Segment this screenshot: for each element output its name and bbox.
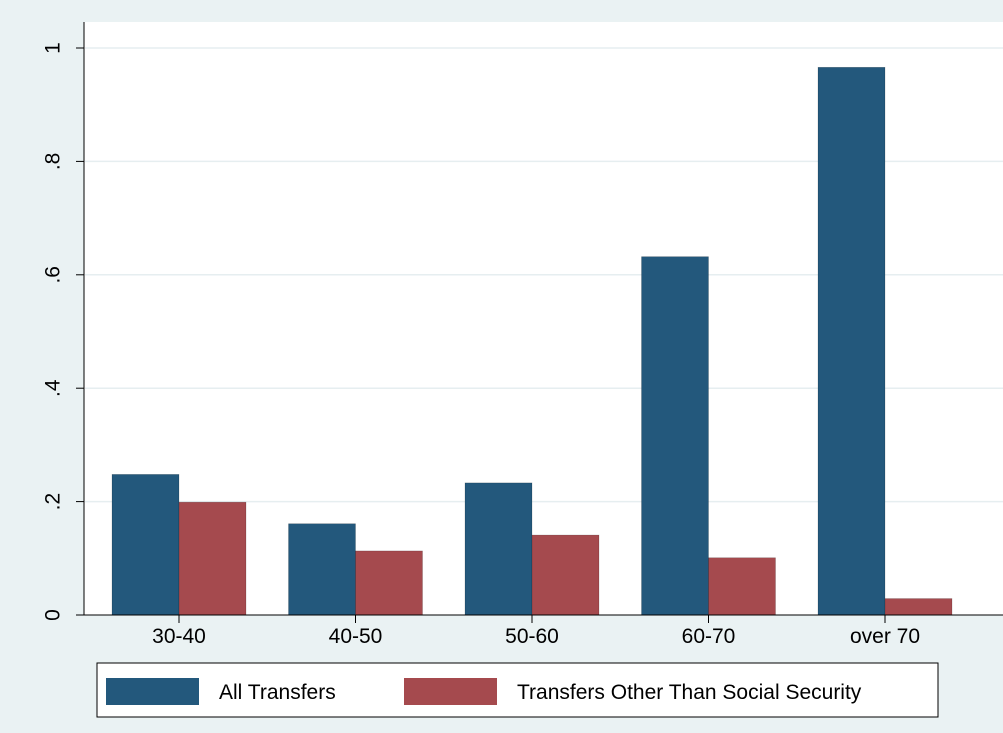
bar-other-transfers bbox=[355, 550, 423, 616]
y-tick-label: 0 bbox=[41, 609, 64, 621]
axes bbox=[83, 22, 1003, 616]
bars bbox=[111, 66, 953, 616]
legend-swatch-all-transfers bbox=[106, 678, 199, 705]
bar-other-transfers bbox=[708, 557, 776, 616]
bar-other-transfers bbox=[178, 501, 247, 616]
legend-label-other-transfers: Transfers Other Than Social Security bbox=[517, 681, 862, 704]
y-tick-label: .8 bbox=[41, 153, 64, 171]
x-tick-label: 30-40 bbox=[152, 625, 206, 648]
legend-label-all-transfers: All Transfers bbox=[219, 681, 336, 704]
y-tick-label: 1 bbox=[41, 42, 64, 54]
bar-other-transfers bbox=[531, 534, 600, 616]
legend-box bbox=[96, 662, 939, 718]
bar-all-transfers bbox=[111, 474, 180, 616]
bar-all-transfers bbox=[464, 482, 533, 616]
x-ticks: 30-40 40-50 50-60 60-70 over 70 bbox=[152, 615, 920, 648]
legend-swatch-other-transfers bbox=[404, 678, 497, 705]
bar-other-transfers bbox=[884, 598, 953, 616]
y-tick-label: .2 bbox=[41, 493, 64, 511]
x-tick-label: 40-50 bbox=[329, 625, 383, 648]
bar-all-transfers bbox=[817, 66, 886, 616]
y-tick-label: .4 bbox=[41, 379, 64, 397]
x-tick-label: over 70 bbox=[850, 625, 920, 648]
y-tick-label: .6 bbox=[41, 266, 64, 284]
y-ticks: 0 .2 .4 .6 .8 1 bbox=[41, 42, 84, 621]
bar-all-transfers bbox=[641, 256, 709, 616]
legend: All Transfers Transfers Other Than Socia… bbox=[96, 662, 939, 718]
bar-all-transfers bbox=[288, 523, 356, 616]
x-tick-label: 60-70 bbox=[682, 625, 736, 648]
x-tick-label: 50-60 bbox=[505, 625, 559, 648]
